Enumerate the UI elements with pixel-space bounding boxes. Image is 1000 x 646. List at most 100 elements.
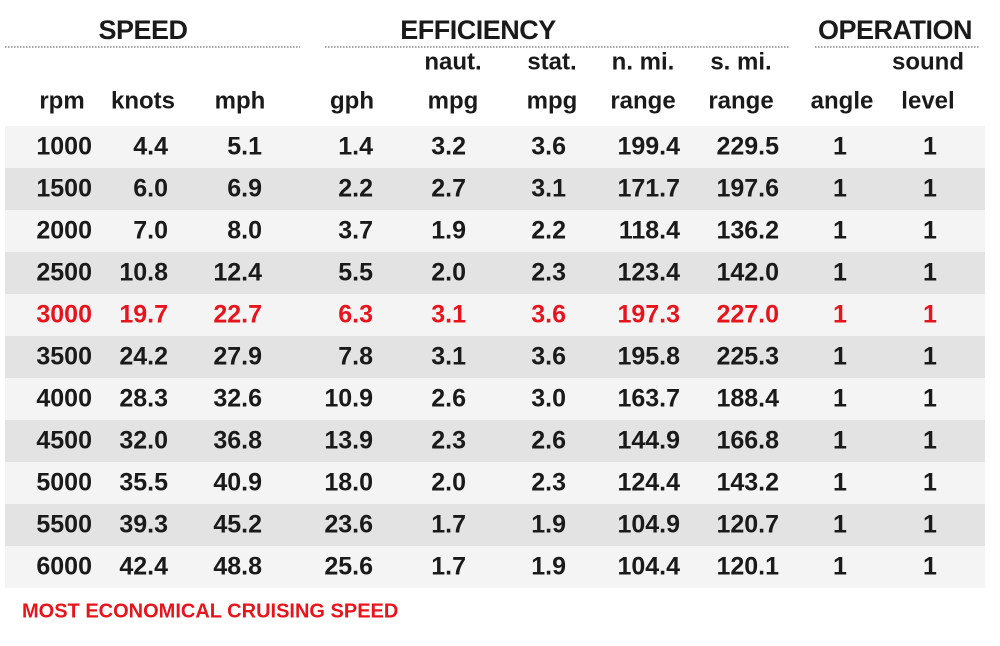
cell: 28.3 [119,385,168,413]
cell: 2500 [36,259,92,287]
cell: 124.4 [617,469,680,497]
cell: 7.0 [133,217,168,245]
cell: 2.7 [431,175,466,203]
cell: 5500 [36,511,92,539]
cell: 10.8 [119,259,168,287]
cell: 4.4 [133,133,168,161]
cell: 3.2 [431,133,466,161]
cell: 1 [923,259,937,287]
cell: 48.8 [213,553,262,581]
cell: 3.7 [338,217,373,245]
column-header: angle [811,87,874,114]
cell: 1 [923,133,937,161]
cell: 6000 [36,553,92,581]
cell: 1 [923,217,937,245]
cell: 142.0 [716,259,779,287]
cell: 1 [833,301,847,329]
cell: 4500 [36,427,92,455]
cell: 1 [833,511,847,539]
cell: 2000 [36,217,92,245]
cell: 1 [923,511,937,539]
cell: 3500 [36,343,92,371]
row-background [5,546,985,588]
cell: 2.0 [431,469,466,497]
cell: 120.7 [716,511,779,539]
group-header: SPEED [98,15,187,45]
cell: 40.9 [213,469,262,497]
cell: 10.9 [324,385,373,413]
cell: 36.8 [213,427,262,455]
cell: 136.2 [716,217,779,245]
cell: 32.6 [213,385,262,413]
cell: 1.9 [431,217,466,245]
group-header: OPERATION [818,15,972,45]
cell: 1 [833,259,847,287]
cell: 1 [923,175,937,203]
column-header: mph [215,87,266,114]
cell: 3000 [36,301,92,329]
cell: 23.6 [324,511,373,539]
column-header: mpg [527,87,578,114]
cell: 1 [923,427,937,455]
cell: 1000 [36,133,92,161]
column-header-top: sound [892,48,964,75]
cell: 1 [833,469,847,497]
column-header: range [610,87,675,114]
cell: 2.3 [531,469,566,497]
cell: 1500 [36,175,92,203]
cell: 1 [923,301,937,329]
cell: 8.0 [227,217,262,245]
cell: 13.9 [324,427,373,455]
cell: 1 [923,469,937,497]
cell: 163.7 [617,385,680,413]
cell: 144.9 [617,427,680,455]
cell: 2.6 [431,385,466,413]
cell: 2.3 [431,427,466,455]
cell: 19.7 [119,301,168,329]
row-background [5,126,985,168]
cell: 1 [833,343,847,371]
cell: 45.2 [213,511,262,539]
row-background [5,210,985,252]
cell: 227.0 [716,301,779,329]
cell: 1.9 [531,553,566,581]
cell: 1.7 [431,553,466,581]
cell: 12.4 [213,259,262,287]
cell: 2.2 [531,217,566,245]
cell: 1.4 [338,133,373,161]
column-header: gph [330,87,374,114]
column-header: range [708,87,773,114]
column-header: knots [111,87,175,114]
cell: 225.3 [716,343,779,371]
cell: 1 [833,553,847,581]
cell: 42.4 [119,553,168,581]
row-background [5,462,985,504]
cell: 5.5 [338,259,373,287]
cell: 195.8 [617,343,680,371]
cell: 1 [833,133,847,161]
cell: 3.1 [531,175,566,203]
cell: 197.6 [716,175,779,203]
cell: 166.8 [716,427,779,455]
cell: 6.0 [133,175,168,203]
cell: 123.4 [617,259,680,287]
cell: 1.9 [531,511,566,539]
column-header: level [901,87,954,114]
group-header: EFFICIENCY [400,15,556,45]
footnote: MOST ECONOMICAL CRUISING SPEED [22,600,398,622]
cell: 197.3 [617,301,680,329]
column-header-top: naut. [424,48,481,75]
column-header: rpm [39,87,84,114]
cell: 1 [923,553,937,581]
cell: 4000 [36,385,92,413]
column-header: mpg [428,87,479,114]
row-background [5,168,985,210]
cell: 24.2 [119,343,168,371]
cell: 5.1 [227,133,262,161]
cell: 32.0 [119,427,168,455]
cell: 3.6 [531,343,566,371]
cell: 39.3 [119,511,168,539]
cell: 22.7 [213,301,262,329]
row-background [5,252,985,294]
